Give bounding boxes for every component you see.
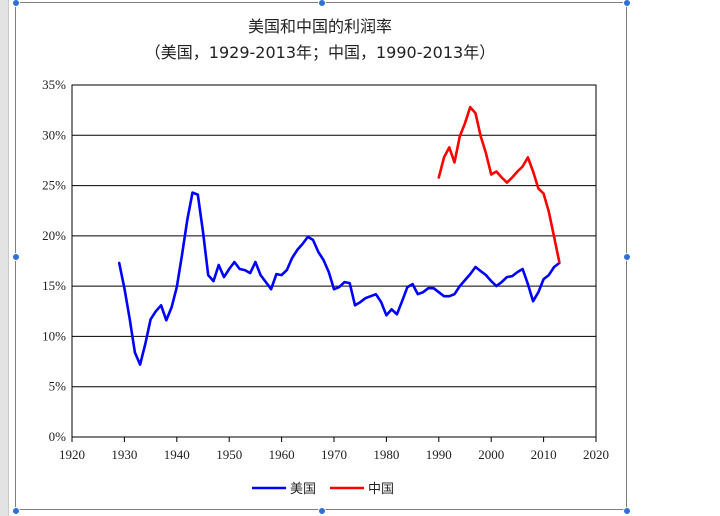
x-tick-label: 1970 — [321, 447, 347, 462]
y-tick-label: 30% — [42, 127, 66, 142]
resize-handle-top-left[interactable] — [12, 0, 20, 7]
y-tick-label: 5% — [49, 379, 67, 394]
resize-handle-top-right[interactable] — [623, 0, 631, 7]
x-tick-label: 1940 — [164, 447, 190, 462]
x-tick-label: 2000 — [478, 447, 504, 462]
y-tick-label: 35% — [42, 77, 66, 92]
left-panel-strip — [0, 0, 9, 516]
plot-area-border — [71, 84, 597, 438]
series-line-usa — [117, 191, 561, 366]
x-tick-label: 1960 — [269, 447, 295, 462]
legend-label-china: 中国 — [368, 482, 394, 497]
x-tick-label: 1980 — [373, 447, 399, 462]
chart-title: 美国和中国的利润率 — [248, 17, 392, 36]
y-tick-label: 0% — [49, 429, 67, 444]
series-line-china — [437, 105, 561, 264]
x-tick-label: 2020 — [583, 447, 609, 462]
resize-handle-bottom-left[interactable] — [12, 507, 20, 515]
chart-subtitle: （美国，1929-2013年；中国，1990-2013年） — [145, 43, 495, 62]
x-tick-label: 1930 — [111, 447, 137, 462]
resize-handle-top-center[interactable] — [318, 0, 326, 7]
resize-handle-middle-left[interactable] — [12, 253, 20, 261]
y-tick-label: 25% — [42, 178, 66, 193]
y-tick-label: 15% — [42, 278, 66, 293]
resize-handle-middle-right[interactable] — [623, 253, 631, 261]
resize-handle-bottom-center[interactable] — [318, 507, 326, 515]
x-tick-label: 1950 — [216, 447, 242, 462]
resize-handle-bottom-right[interactable] — [623, 507, 631, 515]
y-tick-label: 10% — [42, 328, 66, 343]
legend-label-usa: 美国 — [290, 482, 316, 497]
x-tick-label: 2010 — [531, 447, 557, 462]
x-tick-label: 1990 — [426, 447, 452, 462]
y-tick-label: 20% — [42, 228, 66, 243]
x-tick-label: 1920 — [59, 447, 85, 462]
